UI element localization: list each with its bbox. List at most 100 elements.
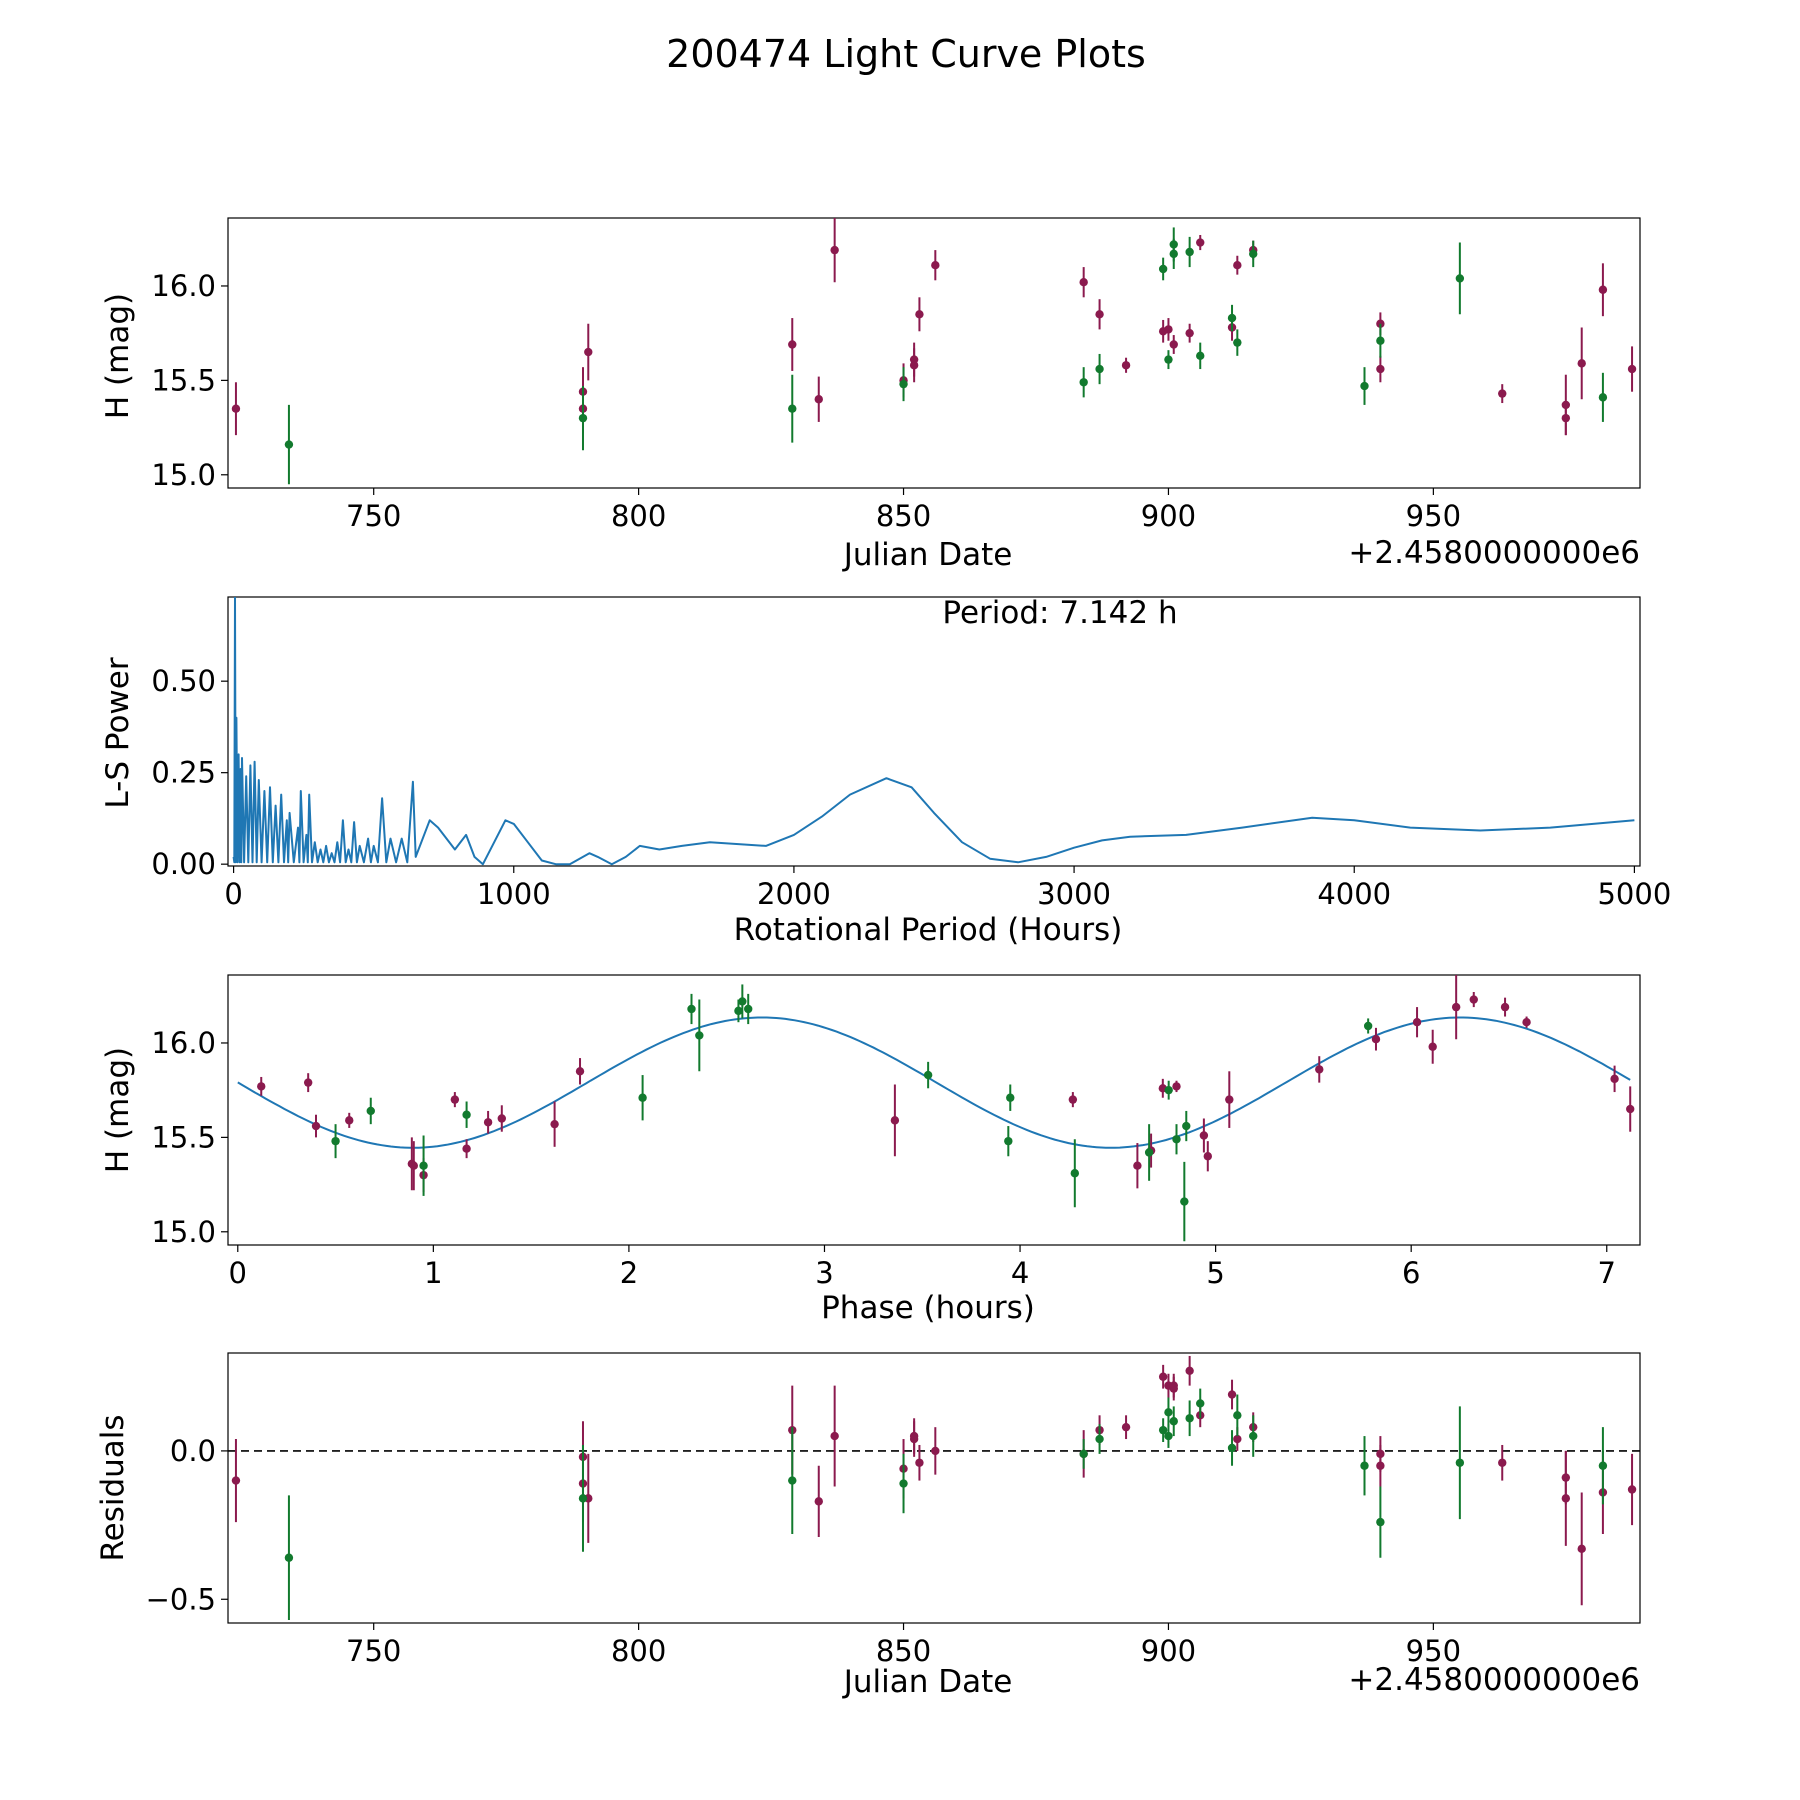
- phase-point-magenta: [257, 1082, 266, 1091]
- ls-plot-area: [232, 597, 1635, 866]
- lc-point-magenta: [1498, 389, 1507, 398]
- lc-point-magenta: [931, 261, 940, 270]
- ls-xtick-label: 0: [224, 877, 242, 911]
- phase-point-magenta: [1412, 1018, 1422, 1027]
- resid-point-green: [1233, 1411, 1242, 1420]
- resid-point-green: [1360, 1461, 1369, 1470]
- lc-point-magenta: [915, 310, 924, 319]
- lc-point-magenta: [1121, 361, 1131, 370]
- lc-ytick-label: 15.0: [151, 458, 216, 492]
- lc-point-magenta: [788, 340, 797, 349]
- phase-xtick-label: 3: [815, 1256, 833, 1290]
- lc-point-green: [1376, 336, 1385, 345]
- resid-point-green: [1079, 1449, 1088, 1459]
- resid-point-green: [1249, 1431, 1258, 1441]
- lc-point-green: [1169, 249, 1178, 259]
- resid-point-green: [1164, 1408, 1173, 1417]
- residuals-offset-label: +2.4580000000e6: [1348, 1662, 1640, 1698]
- lc-ytick-label: 15.5: [151, 363, 216, 397]
- lc-point-magenta: [1627, 364, 1637, 374]
- resid-point-magenta: [814, 1497, 823, 1506]
- lc-point-magenta: [1164, 325, 1173, 334]
- ls-xtick-label: 3000: [1037, 877, 1111, 911]
- ls-ytick-label: 0.00: [151, 847, 216, 881]
- lc-point-green: [1227, 313, 1237, 323]
- phase-point-magenta: [1428, 1042, 1437, 1051]
- phase-point-magenta: [450, 1095, 460, 1104]
- phase-xtick-label: 0: [229, 1256, 247, 1290]
- periodogram-ylabel: L-S Power: [100, 657, 136, 808]
- lc-point-magenta: [909, 355, 919, 364]
- ls-xtick-label: 5000: [1597, 877, 1671, 911]
- phase-point-magenta: [890, 1116, 900, 1125]
- phase-point-magenta: [497, 1114, 506, 1123]
- lc-frame: [227, 217, 1641, 489]
- phase-point-magenta: [1225, 1095, 1234, 1104]
- lc-point-green: [1249, 249, 1258, 259]
- resid-point-green: [899, 1479, 908, 1488]
- phase-point-magenta: [575, 1067, 585, 1076]
- resid-point-green: [1455, 1458, 1465, 1467]
- phase-point-green: [1182, 1121, 1191, 1131]
- resid-point-magenta: [1561, 1494, 1571, 1503]
- phase-ytick-label: 16.0: [151, 1026, 216, 1060]
- light-curve-offset-label: +2.4580000000e6: [1348, 535, 1640, 571]
- lc-xtick-label: 750: [346, 499, 401, 533]
- resid-point-magenta: [915, 1458, 924, 1467]
- phase-point-magenta: [1199, 1131, 1209, 1140]
- lc-point-magenta: [1598, 285, 1608, 294]
- lc-point-magenta: [1169, 340, 1178, 349]
- residuals-ylabel: Residuals: [95, 1414, 131, 1561]
- phase-plot-area: [237, 975, 1635, 1242]
- period-annotation: Period: 7.142 h: [942, 595, 1177, 631]
- lc-point-magenta: [1185, 328, 1194, 338]
- phase-model-curve: [237, 1016, 1631, 1149]
- phase-xtick-label: 1: [424, 1256, 442, 1290]
- ls-xtick-label: 4000: [1317, 877, 1391, 911]
- resid-point-magenta: [231, 1476, 241, 1485]
- phase-point-green: [419, 1161, 428, 1170]
- resid-point-magenta: [830, 1431, 839, 1441]
- resid-point-green: [1598, 1461, 1608, 1470]
- resid-point-magenta: [1233, 1434, 1242, 1444]
- phase-point-magenta: [462, 1144, 471, 1153]
- lc-plot-area: [231, 218, 1637, 485]
- lc-point-magenta: [1095, 310, 1104, 319]
- phase-xtick-label: 5: [1206, 1256, 1224, 1290]
- ls-xtick-label: 1000: [477, 877, 551, 911]
- lc-point-green: [1598, 393, 1608, 402]
- phase-point-green: [1164, 1085, 1173, 1095]
- resid-frame: [227, 1352, 1641, 1624]
- phase-xtick-label: 7: [1598, 1256, 1616, 1290]
- phase-point-green: [638, 1093, 647, 1102]
- resid-point-magenta: [1227, 1390, 1237, 1399]
- phase-point-green: [1006, 1093, 1015, 1102]
- phase-point-magenta: [1610, 1074, 1619, 1084]
- lc-point-magenta: [231, 404, 241, 413]
- lc-point-magenta: [584, 347, 593, 357]
- phase-point-magenta: [550, 1119, 559, 1129]
- ls-xtick-label: 2000: [757, 877, 831, 911]
- phase-point-magenta: [311, 1121, 321, 1131]
- resid-point-magenta: [909, 1431, 919, 1441]
- phase-point-green: [734, 1006, 743, 1016]
- phase-xlabel: Phase (hours): [821, 1290, 1035, 1326]
- phase-point-magenta: [1133, 1161, 1142, 1170]
- phase-point-magenta: [345, 1116, 354, 1125]
- lc-xtick-label: 800: [611, 499, 666, 533]
- resid-point-green: [1095, 1434, 1104, 1444]
- lc-point-magenta: [1079, 277, 1088, 287]
- lc-point-magenta: [1561, 400, 1571, 410]
- resid-ytick-label: 0.0: [170, 1434, 216, 1468]
- phase-frame: [227, 974, 1641, 1246]
- residuals-xlabel: Julian Date: [842, 1664, 1013, 1700]
- resid-point-green: [1185, 1414, 1194, 1423]
- phase-xtick-label: 6: [1402, 1256, 1420, 1290]
- phase-point-magenta: [1500, 1002, 1510, 1012]
- phase-point-green: [1144, 1148, 1154, 1157]
- resid-point-magenta: [1627, 1485, 1637, 1494]
- lc-point-magenta: [1233, 261, 1242, 270]
- phase-point-green: [462, 1110, 471, 1119]
- resid-ytick-label: −0.5: [146, 1582, 216, 1616]
